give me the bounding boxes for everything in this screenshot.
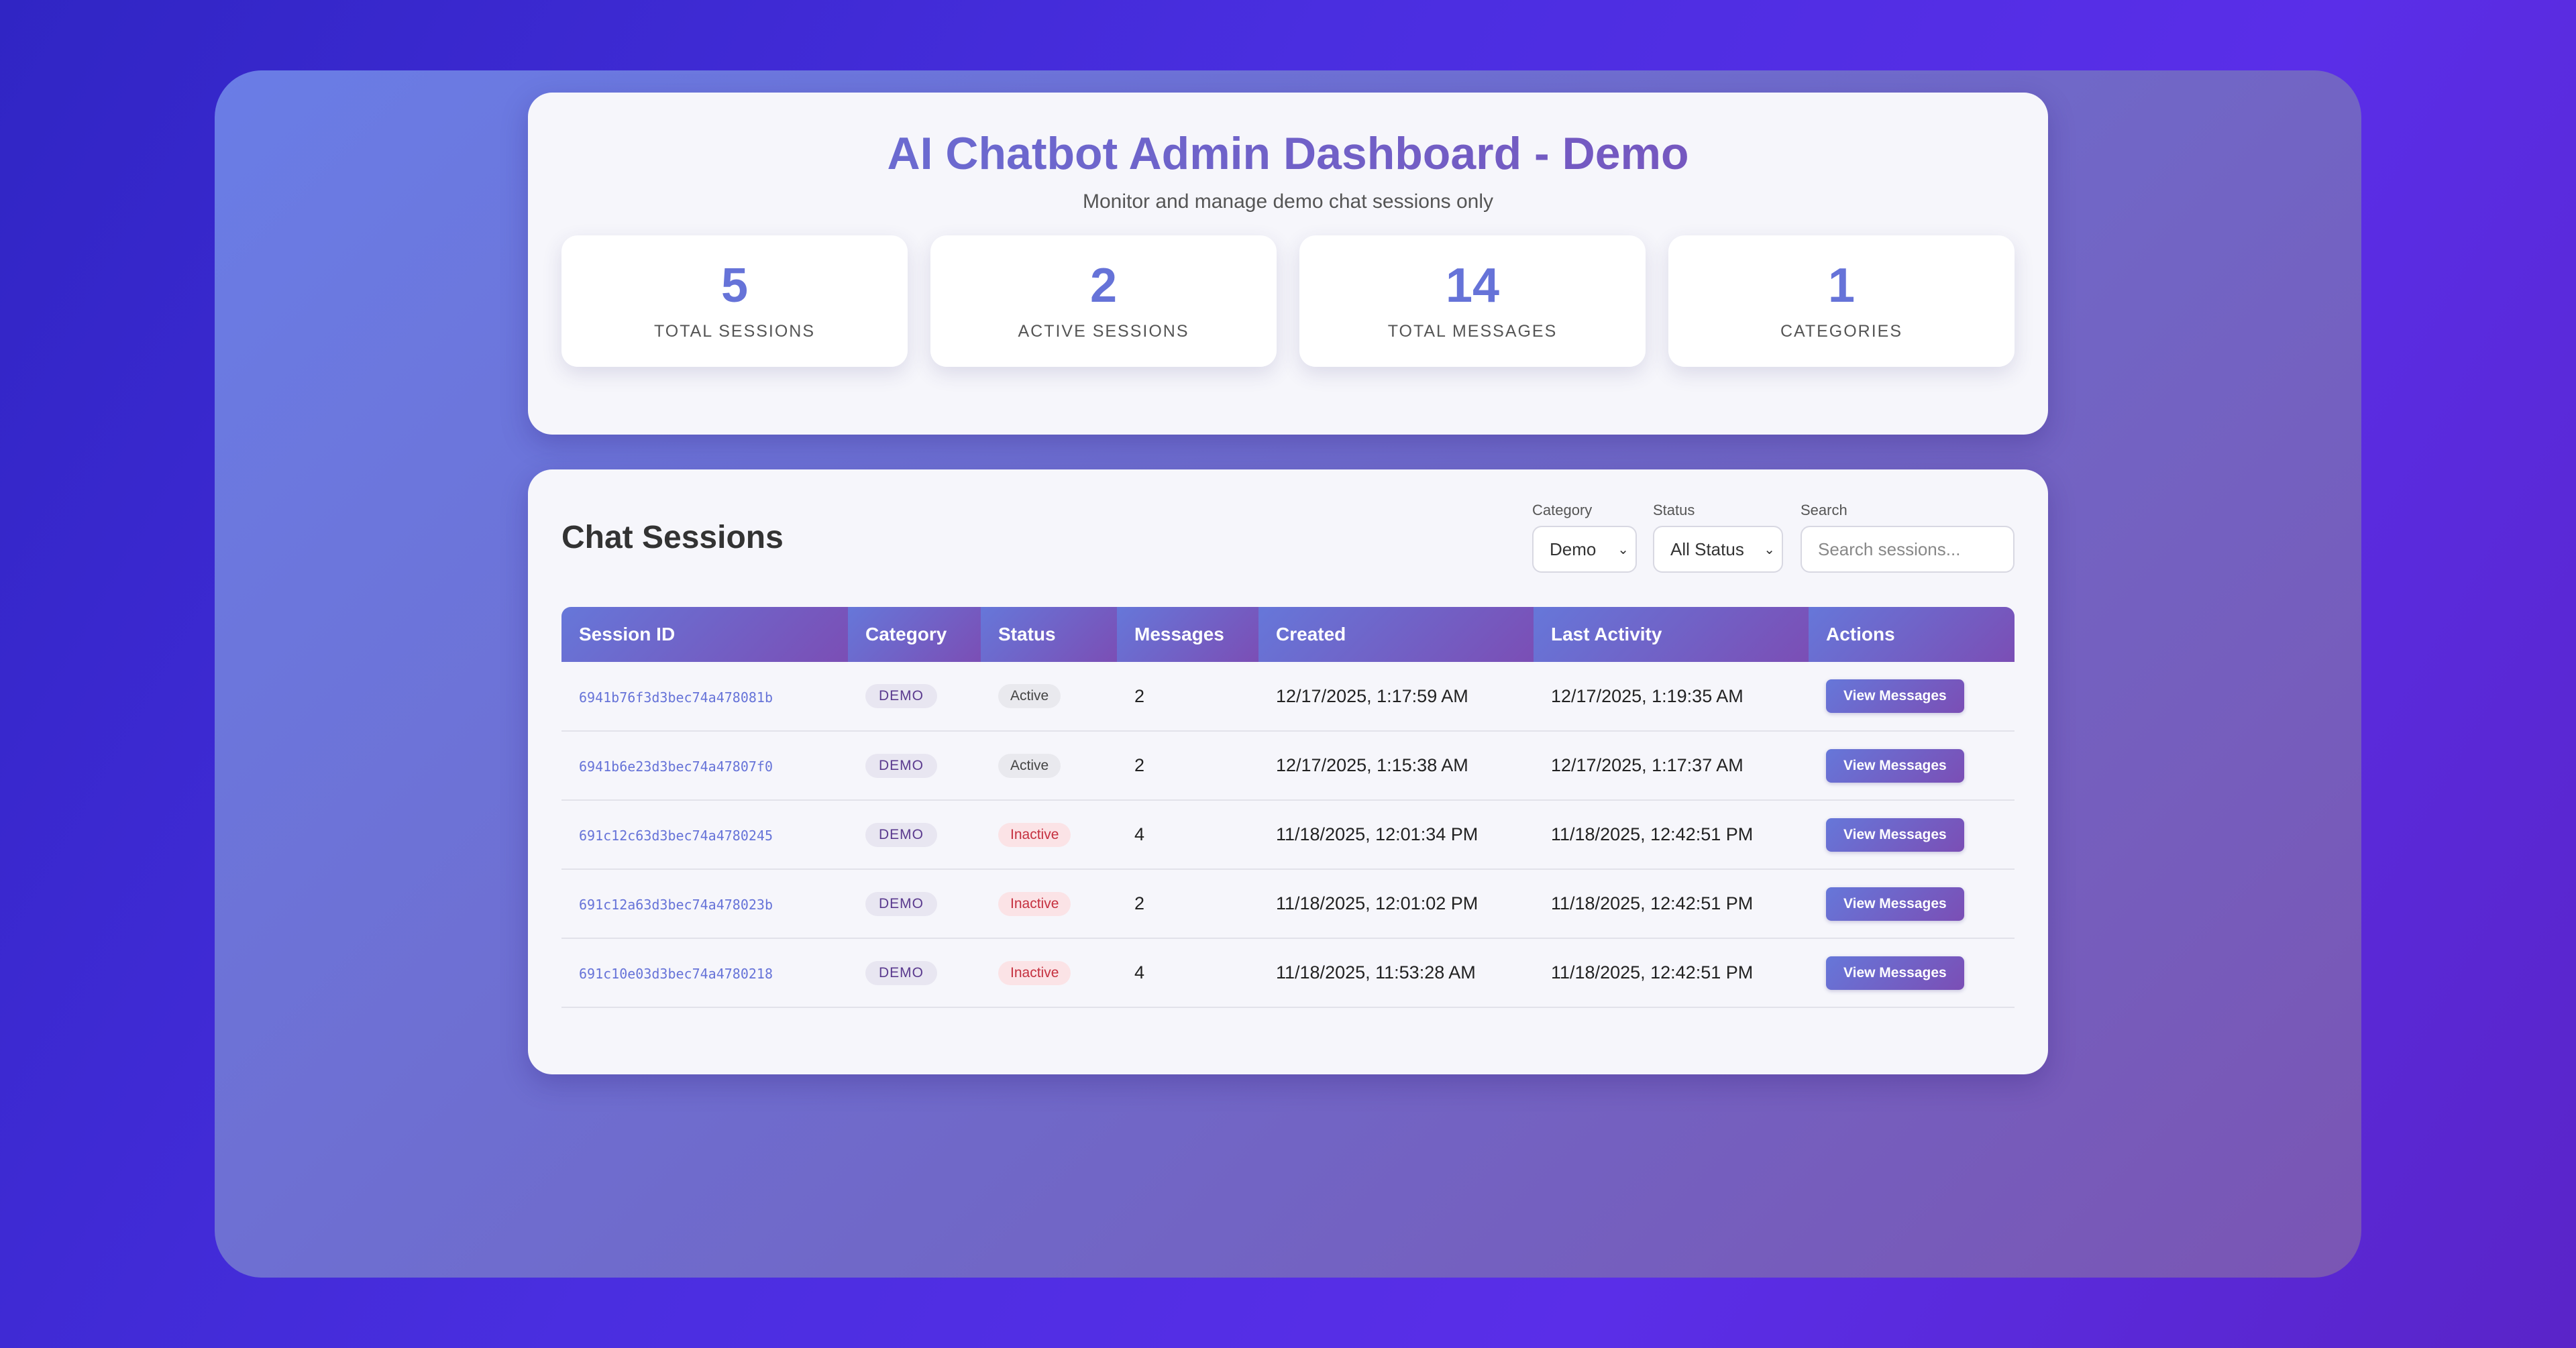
stat-value: 2 bbox=[1089, 258, 1118, 313]
table-row: 691c12a63d3bec74a478023b DEMO Inactive 2… bbox=[561, 869, 2015, 939]
view-messages-button[interactable]: View Messages bbox=[1826, 818, 1964, 852]
last-activity-date: 11/18/2025, 12:42:51 PM bbox=[1534, 800, 1809, 870]
view-messages-button[interactable]: View Messages bbox=[1826, 887, 1964, 921]
stat-value: 14 bbox=[1445, 258, 1500, 313]
table-row: 6941b76f3d3bec74a478081b DEMO Active 2 1… bbox=[561, 662, 2015, 732]
category-filter: Category Demo ⌄ bbox=[1532, 502, 1637, 573]
created-date: 11/18/2025, 11:53:28 AM bbox=[1258, 938, 1534, 1008]
chevron-down-icon: ⌄ bbox=[1617, 542, 1629, 557]
created-date: 11/18/2025, 12:01:02 PM bbox=[1258, 869, 1534, 939]
stat-value: 1 bbox=[1827, 258, 1856, 313]
message-count: 2 bbox=[1117, 731, 1258, 801]
stat-label: CATEGORIES bbox=[1780, 321, 1903, 341]
column-header-actions: Actions bbox=[1809, 607, 2015, 662]
category-badge: DEMO bbox=[865, 960, 937, 985]
session-id: 6941b76f3d3bec74a478081b bbox=[579, 689, 773, 706]
view-messages-button[interactable]: View Messages bbox=[1826, 956, 1964, 990]
view-messages-button[interactable]: View Messages bbox=[1826, 679, 1964, 713]
last-activity-date: 11/18/2025, 12:42:51 PM bbox=[1534, 869, 1809, 939]
category-badge: DEMO bbox=[865, 891, 937, 916]
table-row: 6941b6e23d3bec74a47807f0 DEMO Active 2 1… bbox=[561, 731, 2015, 801]
stat-card-categories: 1 CATEGORIES bbox=[1668, 235, 2015, 367]
column-header-last-activity[interactable]: Last Activity bbox=[1534, 607, 1809, 662]
category-select-value: Demo bbox=[1550, 539, 1597, 559]
session-id: 691c12a63d3bec74a478023b bbox=[579, 897, 773, 913]
table-row: 691c12c63d3bec74a4780245 DEMO Inactive 4… bbox=[561, 800, 2015, 870]
last-activity-date: 11/18/2025, 12:42:51 PM bbox=[1534, 938, 1809, 1008]
page-subtitle: Monitor and manage demo chat sessions on… bbox=[1082, 190, 1493, 213]
chat-sessions-card: Chat Sessions Category Demo ⌄ Status All… bbox=[528, 469, 2048, 1074]
session-id: 691c12c63d3bec74a4780245 bbox=[579, 828, 773, 844]
stat-card-total-messages: 14 TOTAL MESSAGES bbox=[1299, 235, 1646, 367]
search-input[interactable]: Search sessions... bbox=[1801, 526, 2015, 573]
message-count: 4 bbox=[1117, 800, 1258, 870]
table-header-row: Session ID Category Status Messages Crea… bbox=[561, 607, 2015, 662]
message-count: 4 bbox=[1117, 938, 1258, 1008]
dashboard-header-card: AI Chatbot Admin Dashboard - Demo Monito… bbox=[528, 93, 2048, 435]
stat-label: TOTAL SESSIONS bbox=[653, 321, 816, 341]
search-filter-label: Search bbox=[1801, 502, 1847, 518]
status-badge: Inactive bbox=[998, 960, 1071, 985]
message-count: 2 bbox=[1117, 662, 1258, 732]
status-filter: Status All Status ⌄ bbox=[1653, 502, 1783, 573]
stat-label: TOTAL MESSAGES bbox=[1387, 321, 1558, 341]
status-select-value: All Status bbox=[1670, 539, 1744, 559]
status-badge: Inactive bbox=[998, 822, 1071, 847]
column-header-messages[interactable]: Messages bbox=[1117, 607, 1258, 662]
category-badge: DEMO bbox=[865, 684, 937, 708]
stat-card-total-sessions: 5 TOTAL SESSIONS bbox=[561, 235, 908, 367]
view-messages-button[interactable]: View Messages bbox=[1826, 748, 1964, 783]
session-id: 691c10e03d3bec74a4780218 bbox=[579, 966, 773, 982]
sessions-table: Session ID Category Status Messages Crea… bbox=[561, 607, 2015, 1008]
status-badge: Active bbox=[998, 684, 1061, 708]
created-date: 11/18/2025, 12:01:34 PM bbox=[1258, 800, 1534, 870]
created-date: 12/17/2025, 1:17:59 AM bbox=[1258, 662, 1534, 732]
table-row: 691c10e03d3bec74a4780218 DEMO Inactive 4… bbox=[561, 938, 2015, 1008]
created-date: 12/17/2025, 1:15:38 AM bbox=[1258, 731, 1534, 801]
stat-value: 5 bbox=[720, 258, 749, 313]
sessions-title: Chat Sessions bbox=[561, 520, 784, 555]
stats-row: 5 TOTAL SESSIONS 2 ACTIVE SESSIONS 14 TO… bbox=[561, 235, 2015, 367]
message-count: 2 bbox=[1117, 869, 1258, 939]
page-title: AI Chatbot Admin Dashboard - Demo bbox=[528, 127, 2048, 180]
column-header-category[interactable]: Category bbox=[848, 607, 981, 662]
status-badge: Active bbox=[998, 753, 1061, 778]
last-activity-date: 12/17/2025, 1:17:37 AM bbox=[1534, 731, 1809, 801]
category-badge: DEMO bbox=[865, 753, 937, 778]
status-badge: Inactive bbox=[998, 891, 1071, 916]
column-header-created[interactable]: Created bbox=[1258, 607, 1534, 662]
search-filter: Search Search sessions... bbox=[1801, 502, 2015, 573]
category-badge: DEMO bbox=[865, 822, 937, 847]
status-filter-label: Status bbox=[1653, 502, 1695, 518]
chevron-down-icon: ⌄ bbox=[1764, 542, 1775, 557]
column-header-session-id[interactable]: Session ID bbox=[561, 607, 848, 662]
category-filter-label: Category bbox=[1532, 502, 1593, 518]
category-select[interactable]: Demo ⌄ bbox=[1532, 526, 1637, 573]
status-select[interactable]: All Status ⌄ bbox=[1653, 526, 1783, 573]
session-id: 6941b6e23d3bec74a47807f0 bbox=[579, 759, 773, 775]
search-placeholder: Search sessions... bbox=[1818, 539, 1961, 559]
stat-label: ACTIVE SESSIONS bbox=[1018, 321, 1189, 341]
last-activity-date: 12/17/2025, 1:19:35 AM bbox=[1534, 662, 1809, 732]
stat-card-active-sessions: 2 ACTIVE SESSIONS bbox=[930, 235, 1277, 367]
column-header-status[interactable]: Status bbox=[981, 607, 1117, 662]
